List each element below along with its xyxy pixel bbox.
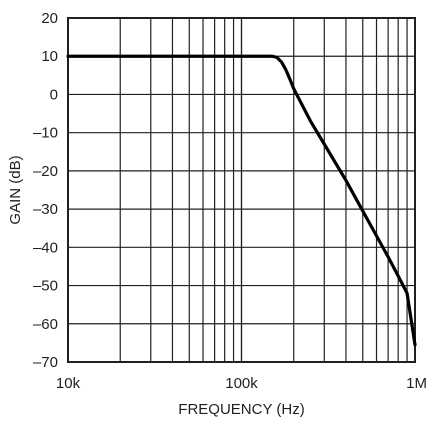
y-tick-label: –60 <box>33 316 58 333</box>
series-layer <box>66 54 417 347</box>
y-tick-label: –30 <box>33 201 58 218</box>
x-axis-label: FREQUENCY (Hz) <box>178 401 304 418</box>
plot-frame <box>67 17 416 363</box>
tick-labels: 20 10 0 –10 –20 –30 –40 –50 –60 –70 10k 100k 1M <box>33 10 427 392</box>
x-tick-label: 1M <box>406 375 427 392</box>
y-tick-label: 10 <box>41 48 58 65</box>
y-tick-label: –20 <box>33 163 58 180</box>
y-tick-label: 0 <box>50 86 58 103</box>
y-tick-label: –50 <box>33 278 58 295</box>
y-axis-label: GAIN (dB) <box>7 155 24 224</box>
x-tick-label: 100k <box>225 375 258 392</box>
y-tick-label: –70 <box>33 354 58 371</box>
y-tick-label: 20 <box>41 10 58 27</box>
gain-curve <box>66 54 417 347</box>
x-tick-label: 10k <box>56 375 81 392</box>
y-tick-label: –10 <box>33 125 58 142</box>
y-tick-label: –40 <box>33 239 58 256</box>
grid <box>67 17 416 363</box>
